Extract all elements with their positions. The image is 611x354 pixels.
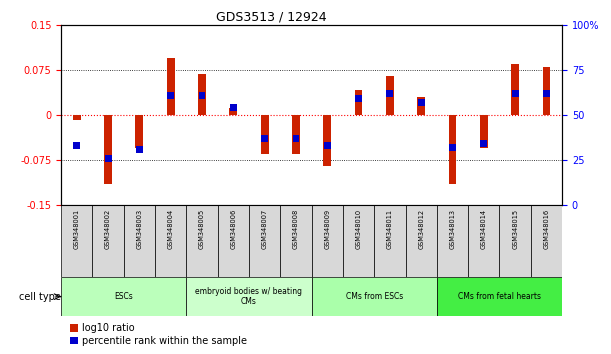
Bar xyxy=(468,205,500,277)
Bar xyxy=(229,108,237,115)
Bar xyxy=(449,144,456,151)
Text: embryoid bodies w/ beating
CMs: embryoid bodies w/ beating CMs xyxy=(196,287,302,306)
Text: GSM348013: GSM348013 xyxy=(450,209,456,249)
Text: GSM348003: GSM348003 xyxy=(136,209,142,249)
Bar xyxy=(543,90,550,97)
Bar xyxy=(543,67,551,115)
Bar xyxy=(531,205,562,277)
Bar xyxy=(280,205,312,277)
Bar xyxy=(324,142,331,149)
Text: GSM348016: GSM348016 xyxy=(543,209,549,249)
Legend: log10 ratio, percentile rank within the sample: log10 ratio, percentile rank within the … xyxy=(66,319,251,350)
Bar xyxy=(437,205,468,277)
Bar xyxy=(261,135,268,142)
Text: GSM348004: GSM348004 xyxy=(167,209,174,249)
Text: GSM348012: GSM348012 xyxy=(418,209,424,249)
Bar xyxy=(312,205,343,277)
Text: GSM348014: GSM348014 xyxy=(481,209,487,249)
Text: CMs from fetal hearts: CMs from fetal hearts xyxy=(458,292,541,301)
Bar xyxy=(511,90,519,97)
Text: GSM348001: GSM348001 xyxy=(74,209,80,249)
Bar xyxy=(480,140,488,148)
Bar xyxy=(374,205,406,277)
Bar xyxy=(355,95,362,102)
Bar xyxy=(186,277,312,316)
Text: CMs from ESCs: CMs from ESCs xyxy=(346,292,403,301)
Bar xyxy=(249,205,280,277)
Text: GSM348006: GSM348006 xyxy=(230,209,236,249)
Bar xyxy=(323,115,331,166)
Bar xyxy=(167,58,175,115)
Bar xyxy=(343,205,375,277)
Text: GSM348010: GSM348010 xyxy=(356,209,362,249)
Bar xyxy=(261,115,269,154)
Title: GDS3513 / 12924: GDS3513 / 12924 xyxy=(216,11,327,24)
Bar xyxy=(448,115,456,184)
Bar xyxy=(104,115,112,184)
Text: GSM348002: GSM348002 xyxy=(105,209,111,249)
Bar xyxy=(511,64,519,115)
Bar xyxy=(104,155,112,162)
Bar xyxy=(386,90,393,97)
Text: GSM348005: GSM348005 xyxy=(199,209,205,249)
Text: ESCs: ESCs xyxy=(114,292,133,301)
Bar xyxy=(386,76,394,115)
Text: cell type: cell type xyxy=(18,292,60,302)
Bar xyxy=(293,135,299,142)
Bar xyxy=(500,205,531,277)
Text: GSM348015: GSM348015 xyxy=(512,209,518,249)
Bar xyxy=(92,205,123,277)
Bar xyxy=(186,205,218,277)
Bar xyxy=(155,205,186,277)
Bar xyxy=(167,92,174,99)
Bar xyxy=(437,277,562,316)
Bar xyxy=(312,277,437,316)
Bar xyxy=(199,92,205,99)
Bar xyxy=(73,115,81,120)
Bar xyxy=(417,97,425,115)
Bar xyxy=(73,142,80,149)
Bar xyxy=(218,205,249,277)
Bar xyxy=(136,145,143,153)
Bar xyxy=(418,99,425,106)
Bar xyxy=(198,74,206,115)
Bar xyxy=(354,90,362,115)
Bar xyxy=(61,205,92,277)
Bar xyxy=(406,205,437,277)
Bar xyxy=(61,277,186,316)
Text: GSM348009: GSM348009 xyxy=(324,209,331,249)
Bar xyxy=(136,115,144,148)
Bar xyxy=(123,205,155,277)
Text: GSM348007: GSM348007 xyxy=(262,209,268,249)
Bar xyxy=(230,104,237,112)
Text: GSM348011: GSM348011 xyxy=(387,209,393,249)
Bar xyxy=(480,115,488,148)
Text: GSM348008: GSM348008 xyxy=(293,209,299,249)
Bar xyxy=(292,115,300,154)
